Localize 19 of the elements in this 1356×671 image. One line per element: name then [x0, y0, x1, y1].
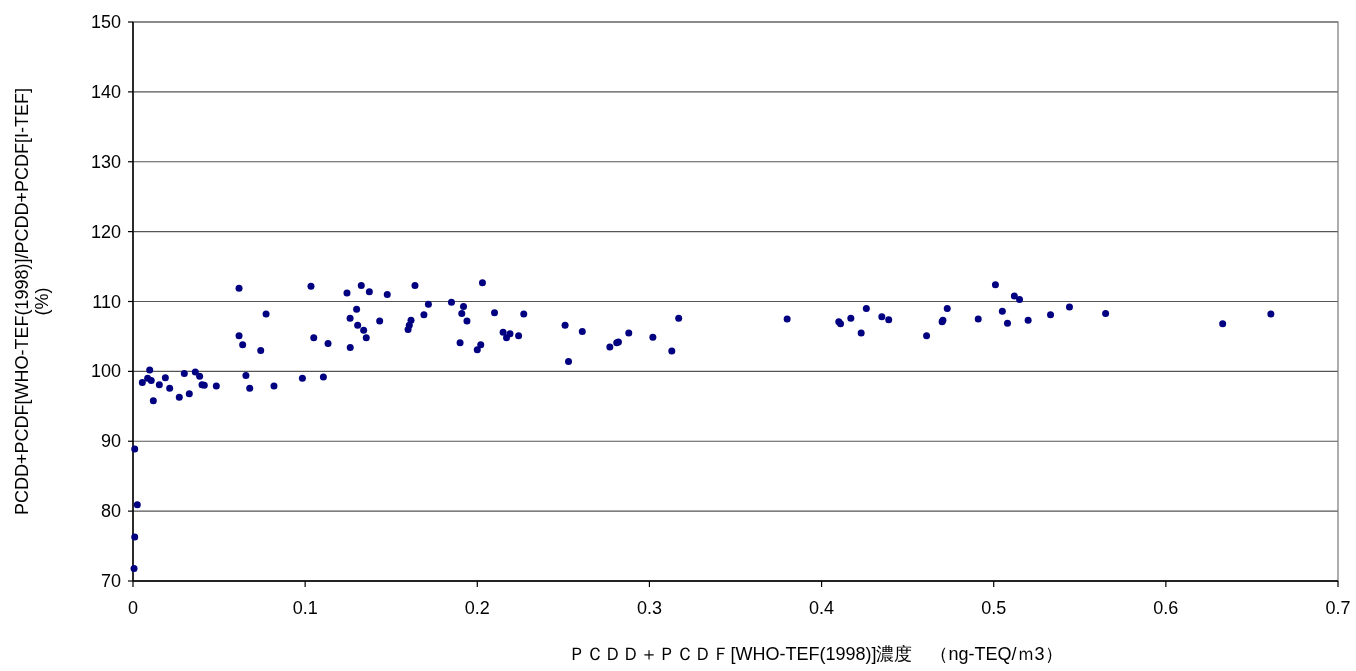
y-tick-label: 140 [90, 81, 121, 102]
x-tick-label: 0.6 [1153, 598, 1179, 618]
y-tick-label: 90 [100, 431, 121, 452]
y-tick-label: 80 [100, 501, 121, 522]
x-tick-label: 0 [127, 598, 139, 618]
x-tick-label: 0.5 [981, 598, 1007, 618]
y-tick-label: 110 [92, 291, 121, 312]
x-tick-label: 0.1 [292, 598, 318, 618]
x-axis-title: ＰＣＤＤ＋ＰＣＤＦ[WHO-TEF(1998)]濃度 （ng-TEQ/ｍ3） [568, 644, 1063, 664]
y-tick-label: 130 [90, 151, 121, 172]
y-tick-label: 70 [100, 571, 121, 591]
x-tick-label: 0.4 [809, 598, 835, 618]
x-tick-label: 0.2 [464, 598, 490, 618]
x-tick-label: 0.3 [636, 598, 662, 618]
x-tick-label: 0.7 [1325, 598, 1351, 618]
y-tick-label: 150 [90, 12, 121, 32]
y-tick-label: 120 [90, 221, 121, 242]
y-tick-label: 100 [90, 361, 121, 382]
y-axis-title: PCDD+PCDF[WHO-TEF(1998)]/PCDD+PCDF[I-TEF] (%) [12, 87, 52, 516]
